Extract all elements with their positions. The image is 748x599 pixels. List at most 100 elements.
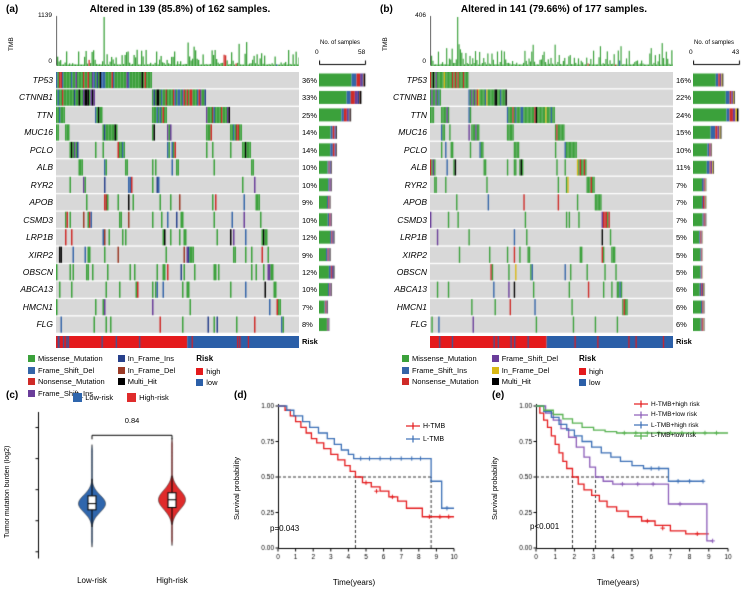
panel-d-x-axis-label: Time(years): [332, 578, 376, 587]
mutation-legend-column: In_Frame_Ins In_Frame_Del Multi_Hit: [117, 354, 176, 398]
gene-label-obscn: OBSCN: [396, 266, 427, 277]
mutation-type-label: Frame_Shift_Del: [501, 354, 558, 363]
km-legend-label: H-TMB+high risk: [651, 400, 700, 408]
mutation-type-swatch: [402, 378, 409, 385]
panel-a-risk-bar-label: Risk: [302, 337, 318, 346]
gene-label-alb: ALB: [410, 162, 427, 173]
panel-a-percent-labels: 36% 33% 25% 14% 14% 10% 10% 9% 10% 12% 9% 12% 10% 7% 8…: [302, 72, 322, 334]
legend-item-low-risk: Low-risk: [73, 393, 113, 402]
risk-label: high: [206, 366, 221, 376]
gene-percent-apob: 9%: [302, 198, 313, 208]
panel-b-tmb-axis-label: TMB: [382, 37, 389, 51]
gene-percent-ttn: 25%: [302, 110, 318, 120]
gene-label-xirp2: XIRP2: [28, 249, 53, 260]
gene-percent-ttn: 24%: [676, 110, 692, 120]
km-legend-item-h-tmb: H-TMB: [406, 422, 445, 430]
mutation-type-swatch: [402, 355, 409, 362]
risk-label: low: [206, 378, 218, 387]
gene-label-ryr2: RYR2: [404, 179, 427, 190]
panel-a-samples-axis-min: 0: [315, 49, 319, 56]
panel-a-mutation-grid: [56, 72, 299, 334]
panel-a-sample-count-bars: [319, 58, 371, 334]
gene-percent-xirp2: 5%: [676, 250, 687, 260]
km-legend-label: H-TMB: [423, 422, 446, 430]
oncoplot-panel-b: (b) Altered in 141 (79.66%) of 177 sampl…: [380, 2, 746, 400]
gene-percent-abca13: 6%: [676, 285, 687, 295]
gene-label-lrp1b: LRP1B: [26, 232, 53, 243]
panel-b-samples-axis-max: 43: [732, 49, 740, 56]
risk-swatch: [196, 379, 204, 386]
gene-label-apob: APOB: [29, 197, 53, 208]
mutation-type-swatch: [117, 366, 125, 374]
violin-panel-c: (c) Low-risk High-risk Tumor mutation bur…: [2, 388, 226, 599]
gene-label-obscn: OBSCN: [22, 266, 53, 277]
panel-c-x-label-high-risk: High-risk: [156, 576, 188, 585]
panel-a-tmb-min: 0: [48, 58, 52, 65]
km-panel-e: (e) Survival probability H-TMB+high risk…: [482, 388, 746, 599]
mutation-type-swatch: [28, 389, 35, 397]
gene-percent-flg: 6%: [676, 320, 687, 330]
gene-label-xirp2: XIRP2: [402, 249, 427, 260]
gene-label-lrp1b: LRP1B: [400, 232, 427, 243]
panel-e-legend: H-TMB+high risk H-TMB+low risk L-TMB+high …: [634, 400, 700, 440]
panel-a-risk-bar: [56, 336, 299, 348]
panel-b-title: Altered in 141 (79.66%) of 177 samples.: [460, 4, 648, 15]
gene-percent-pclo: 14%: [302, 145, 318, 155]
gene-label-tp53: TP53: [32, 75, 53, 85]
mutation-legend-column: Missense_Mutation Frame_Shift_Ins Nonsense…: [402, 354, 479, 387]
panel-d-y-axis-label: Survival probability: [232, 457, 241, 521]
panel-c-label: (c): [6, 390, 19, 401]
mutation-type-label: In_Frame_Del: [501, 365, 550, 375]
mutation-legend-column: Missense_Mutation Frame_Shift_Del Nonsense…: [28, 354, 105, 398]
gene-percent-flg: 8%: [302, 320, 313, 330]
gene-percent-abca13: 10%: [302, 285, 318, 295]
risk-group-label: High-risk: [139, 393, 169, 402]
panel-b-tmb-min: 0: [422, 58, 426, 65]
mutation-type-swatch: [491, 355, 499, 362]
gene-label-abca13: ABCA13: [20, 284, 53, 295]
gene-percent-ryr2: 7%: [676, 180, 687, 190]
panel-a-samples-axis-label: No. of samples: [319, 40, 361, 46]
gene-percent-pclo: 10%: [676, 145, 692, 155]
legend-item-in-frame-del: In_Frame_Del: [117, 366, 175, 375]
panel-b-mutation-grid: [430, 72, 673, 334]
panel-b-label: (b): [380, 4, 393, 15]
gene-percent-muc16: 14%: [302, 128, 318, 138]
gene-percent-alb: 10%: [302, 163, 318, 173]
panel-a-tmb-axis-label: TMB: [8, 37, 15, 51]
gene-label-pclo: PCLO: [403, 144, 427, 155]
legend-item-multi-hit: Multi_Hit: [117, 377, 176, 386]
gene-percent-ctnnb1: 22%: [676, 93, 692, 103]
gene-label-flg: FLG: [36, 319, 53, 330]
risk-legend: Risk high low: [579, 354, 603, 387]
risk-group-swatch: [73, 393, 83, 402]
km-legend-label: L-TMB: [423, 435, 444, 443]
gene-label-hmcn1: HMCN1: [22, 301, 53, 312]
panel-b-gene-labels: TP53 CTNNB1 TTN MUC16 PCLO ALB RYR2 APOB CSMD3 LR…: [380, 72, 427, 334]
km-marker-icon: [634, 421, 648, 429]
gene-percent-muc16: 15%: [676, 128, 692, 138]
legend-item-frame-shift-del: Frame_Shift_Del: [491, 354, 558, 363]
risk-swatch: [196, 367, 204, 375]
panel-d-label: (d): [234, 390, 247, 401]
gene-label-tp53: TP53: [406, 75, 427, 85]
mutation-type-swatch: [28, 366, 35, 374]
km-marker-icon: [406, 422, 420, 430]
panel-c-x-label-low-risk: Low-risk: [77, 576, 107, 585]
mutation-type-label: Frame_Shift_Ins: [38, 388, 94, 398]
legend-item-low: low: [196, 378, 220, 387]
km-legend-item-h-tmb-low-risk: H-TMB+low risk: [634, 411, 700, 419]
gene-percent-apob: 7%: [676, 198, 687, 208]
risk-group-label: Low-risk: [85, 393, 114, 402]
gene-percent-lrp1b: 5%: [676, 233, 687, 243]
gene-label-hmcn1: HMCN1: [396, 301, 427, 312]
panel-b-legend: Missense_Mutation Frame_Shift_Ins Nonsense…: [402, 354, 603, 387]
gene-label-muc16: MUC16: [24, 127, 53, 138]
legend-item-high: high: [196, 367, 220, 376]
legend-item-nonsense-mutation: Nonsense_Mutation: [402, 377, 479, 386]
km-legend-item-l-tmb: L-TMB: [406, 435, 445, 443]
panel-b-sample-count-bars: [693, 58, 745, 334]
mutation-type-swatch: [28, 378, 35, 385]
km-legend-label: L-TMB+high risk: [651, 421, 699, 429]
